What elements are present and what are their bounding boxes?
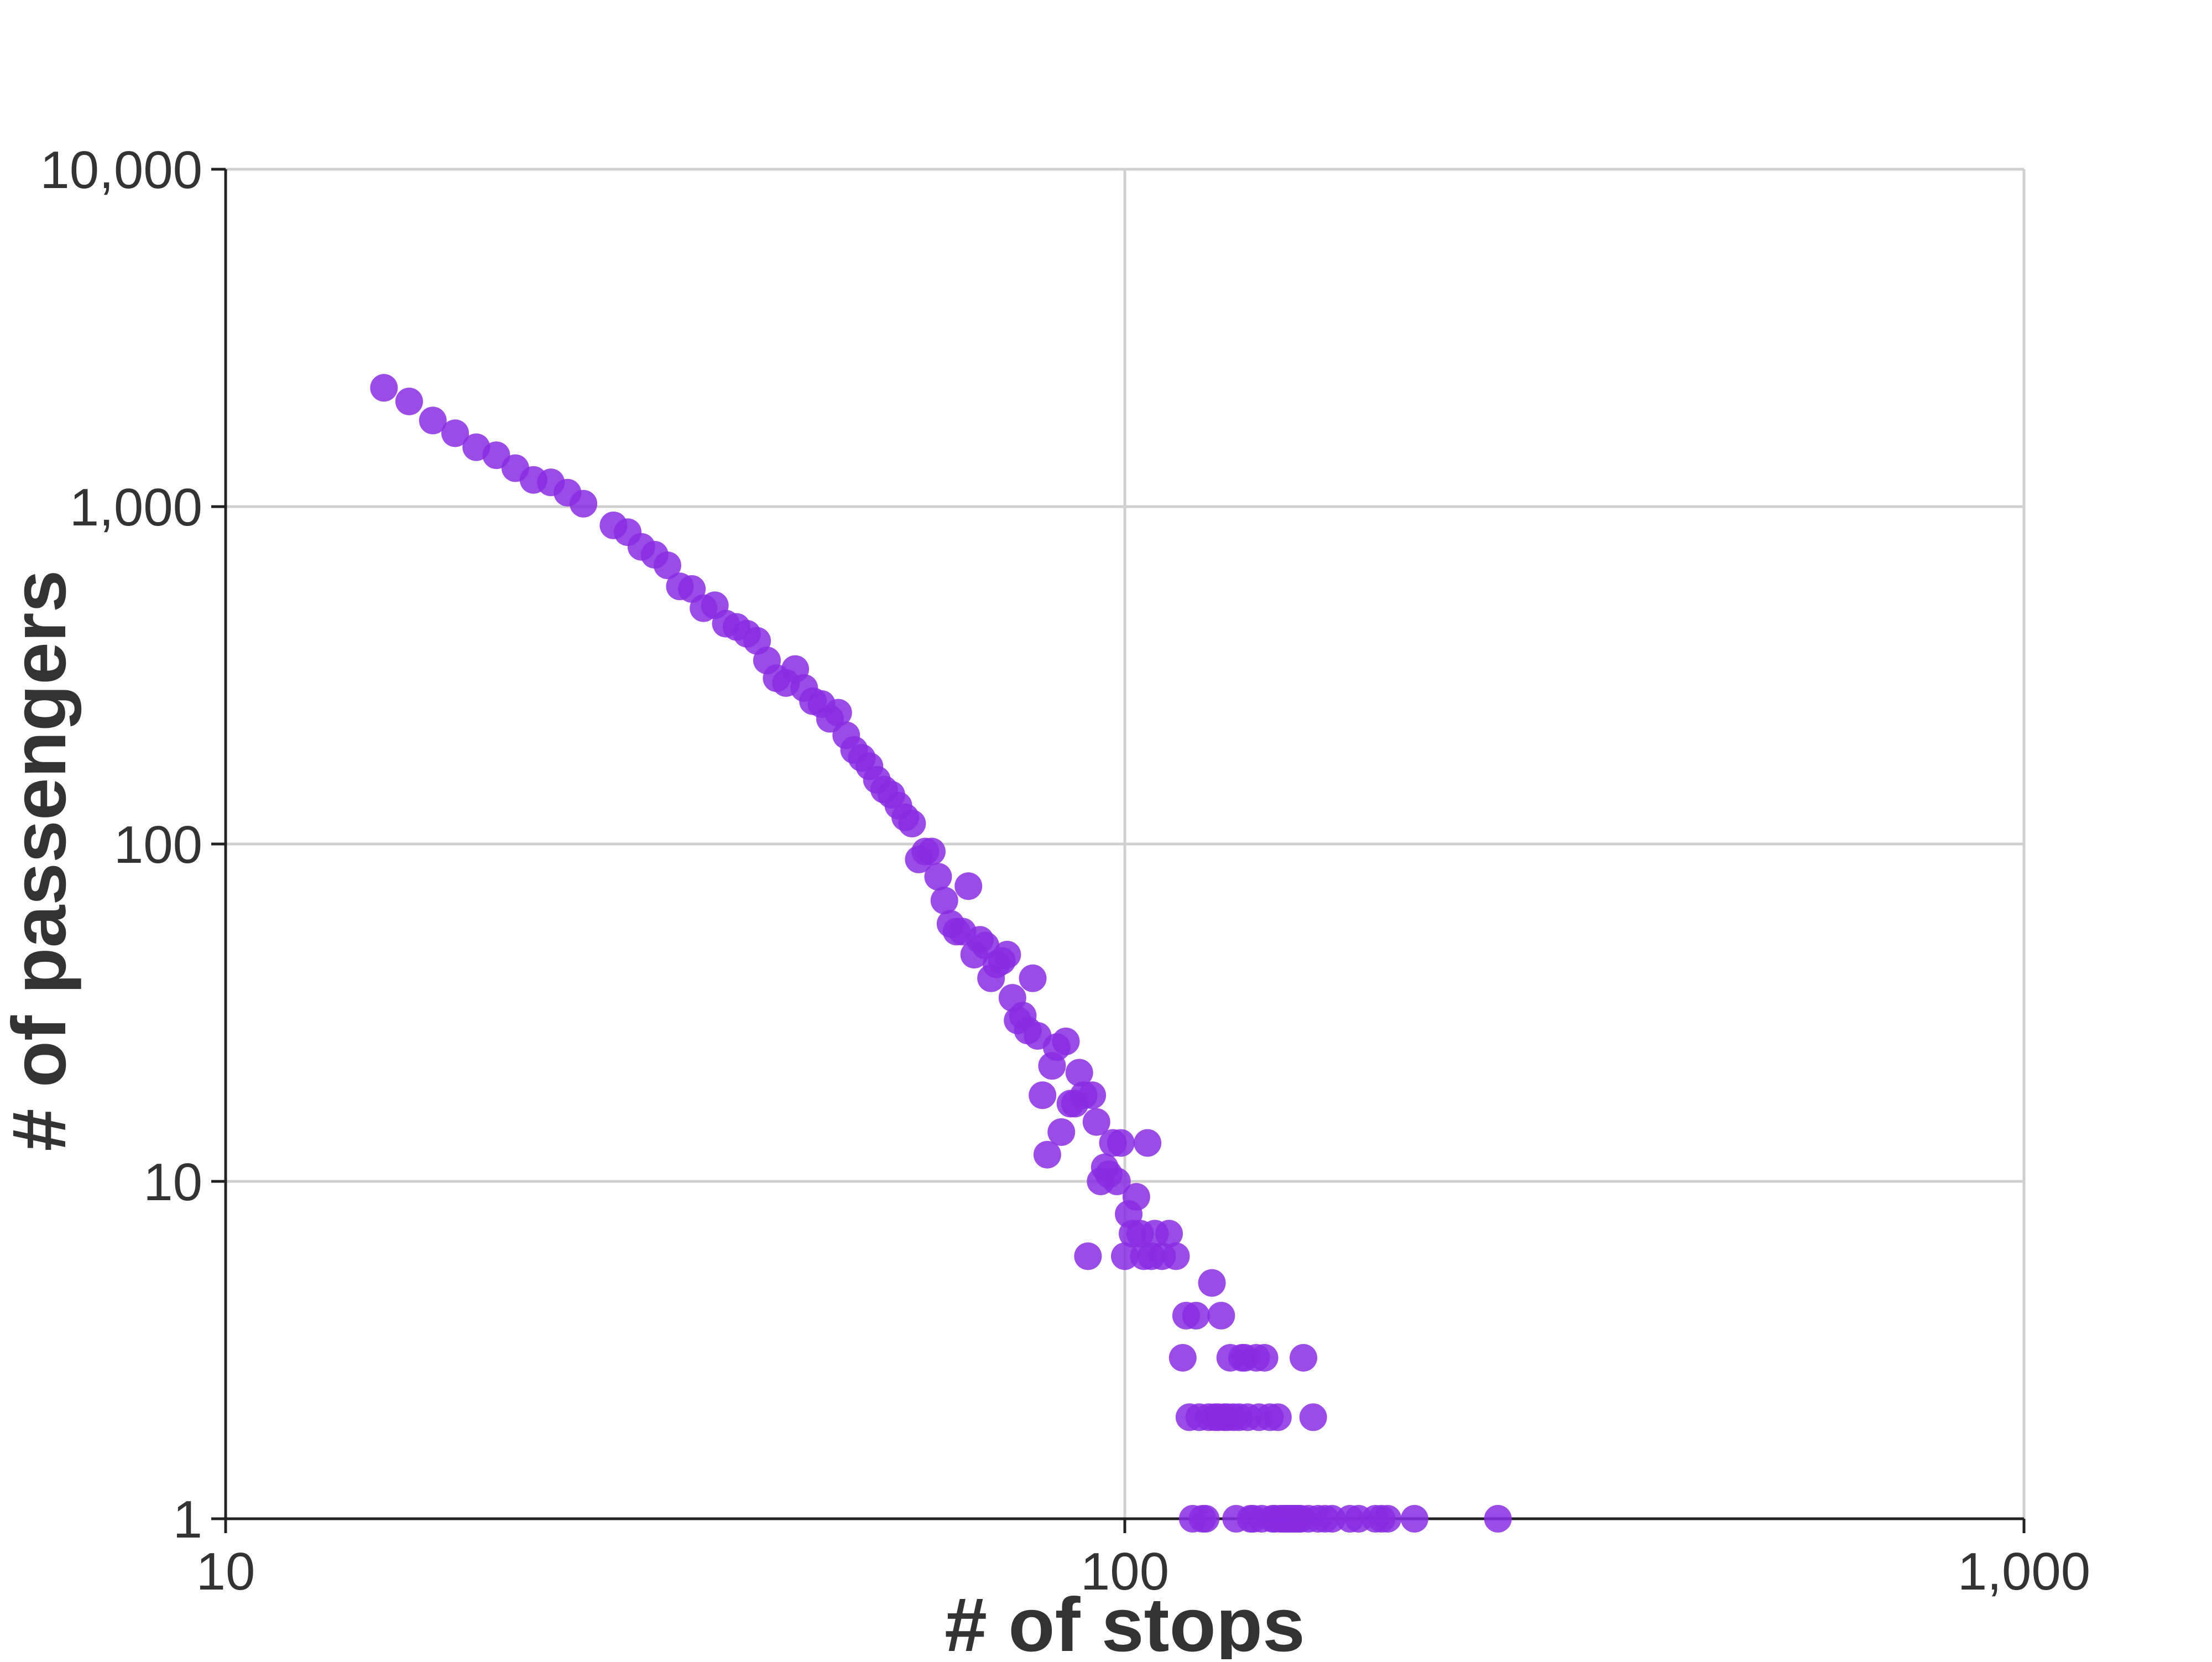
data-point: [1019, 964, 1047, 992]
data-point: [1155, 1220, 1183, 1248]
x-tick-label: 1,000: [1958, 1542, 2090, 1601]
data-point: [395, 387, 423, 415]
y-tick-label: 10,000: [40, 140, 202, 200]
data-point: [1484, 1505, 1512, 1533]
data-point: [1033, 1140, 1061, 1169]
data-point: [924, 863, 952, 891]
data-point: [441, 419, 469, 447]
y-tick-label: 1,000: [70, 478, 202, 537]
y-axis-title: # of passengers: [0, 570, 82, 1152]
data-point: [1250, 1343, 1279, 1372]
data-point: [1111, 1242, 1139, 1270]
data-point: [1168, 1343, 1197, 1372]
data-point: [1400, 1505, 1428, 1533]
data-point: [1207, 1301, 1235, 1330]
data-point: [1103, 1168, 1131, 1195]
data-point: [1299, 1403, 1327, 1431]
data-point: [1290, 1343, 1318, 1372]
data-point: [1082, 1108, 1110, 1136]
data-point: [1074, 1242, 1102, 1270]
point-layer: [370, 374, 1512, 1533]
label-layer: # of stops # of passengers 1101001,00010…: [0, 140, 2090, 1662]
data-point: [1029, 1081, 1057, 1109]
x-tick-label: 10: [196, 1542, 255, 1601]
data-point: [824, 699, 852, 727]
axis-layer: [211, 168, 2026, 1533]
data-point: [1264, 1403, 1292, 1431]
data-point: [1198, 1269, 1226, 1297]
data-point: [930, 887, 958, 915]
data-point: [1374, 1505, 1402, 1533]
x-axis-title: # of stops: [945, 1582, 1305, 1659]
data-point: [1078, 1081, 1107, 1109]
data-point: [370, 374, 398, 402]
y-tick-label: 10: [143, 1153, 202, 1212]
data-point: [898, 809, 926, 837]
data-point: [1162, 1242, 1190, 1270]
grid-layer: [226, 168, 2026, 1519]
data-point: [1134, 1129, 1162, 1157]
data-point: [1052, 1027, 1080, 1055]
y-tick-label: 100: [114, 815, 202, 874]
data-point: [1122, 1182, 1150, 1211]
data-point: [570, 489, 598, 518]
data-point: [653, 551, 681, 580]
data-point: [993, 941, 1021, 969]
x-tick-label: 100: [1081, 1542, 1169, 1601]
data-point: [1047, 1118, 1076, 1146]
data-point: [419, 407, 447, 435]
y-tick-label: 1: [173, 1490, 202, 1549]
data-point: [1107, 1129, 1135, 1157]
data-point: [1182, 1301, 1210, 1330]
data-point: [917, 837, 946, 866]
data-point: [1065, 1059, 1093, 1087]
data-point: [954, 872, 983, 900]
data-point: [1192, 1505, 1220, 1533]
